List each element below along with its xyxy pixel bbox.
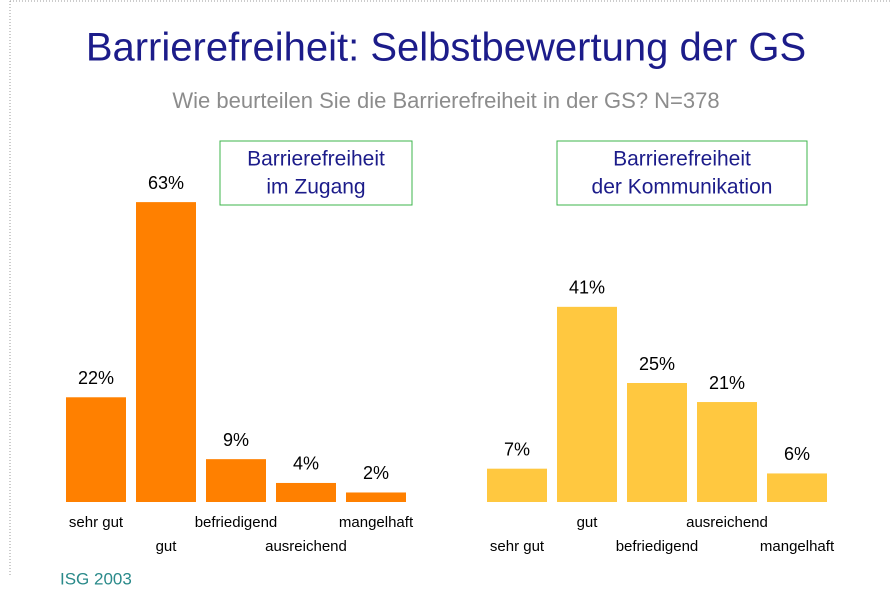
value-label: 25%	[639, 354, 675, 374]
value-label: 9%	[223, 430, 249, 450]
category-label: mangelhaft	[760, 538, 835, 555]
bar	[346, 492, 406, 502]
bar	[66, 397, 126, 502]
value-label: 2%	[363, 463, 389, 483]
value-label: 6%	[784, 444, 810, 464]
category-label: ausreichend	[686, 514, 768, 531]
category-label: sehr gut	[490, 538, 545, 555]
category-label: gut	[156, 538, 178, 555]
chart-title: im Zugang	[266, 176, 365, 199]
bar	[136, 202, 196, 502]
chart-title: Barrierefreiheit	[613, 148, 751, 171]
value-label: 21%	[709, 373, 745, 393]
chart-title-box	[556, 140, 808, 206]
chart-title: Barrierefreiheit	[247, 148, 385, 171]
value-label: 63%	[148, 173, 184, 193]
bar	[487, 468, 547, 502]
category-label: befriedigend	[195, 514, 278, 531]
value-label: 4%	[293, 454, 319, 474]
chart-title: der Kommunikation	[592, 176, 773, 199]
subtitle: Wie beurteilen Sie die Barrierefreiheit …	[172, 88, 719, 113]
bar	[627, 383, 687, 502]
chart-title-box	[219, 140, 413, 206]
category-label: sehr gut	[69, 514, 124, 531]
bar	[276, 482, 336, 502]
bar	[557, 306, 617, 502]
footer: ISG 2003	[60, 569, 132, 588]
category-label: befriedigend	[616, 538, 699, 555]
bar	[697, 402, 757, 502]
category-label: ausreichend	[265, 538, 347, 555]
category-label: gut	[577, 514, 599, 531]
category-label: mangelhaft	[339, 514, 414, 531]
bar	[767, 473, 827, 502]
slide-title: Barrierefreiheit: Selbstbewertung der GS	[86, 26, 806, 70]
value-label: 7%	[504, 439, 530, 459]
value-label: 41%	[569, 278, 605, 298]
bar	[206, 459, 266, 502]
value-label: 22%	[78, 368, 114, 388]
